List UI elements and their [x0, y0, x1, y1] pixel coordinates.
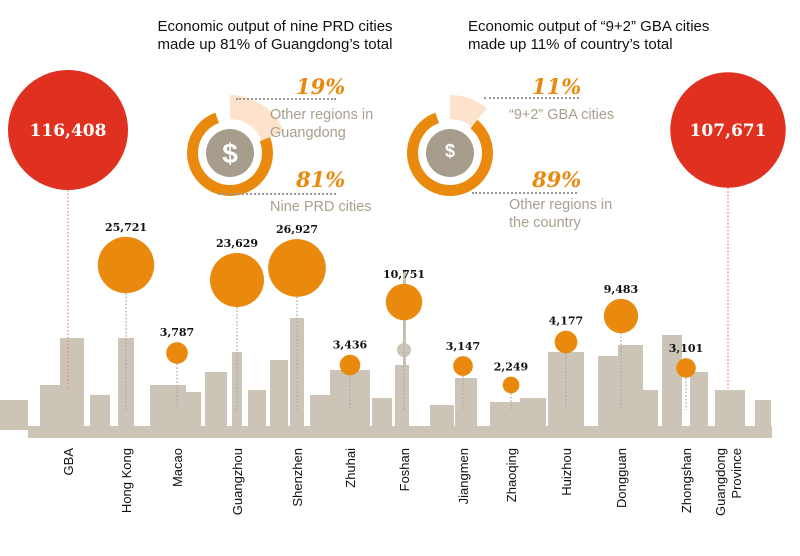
value-label: 3,101	[669, 342, 703, 355]
city-label: Zhongshan	[679, 448, 694, 513]
right-top-pct: 11%	[532, 74, 582, 99]
value-label: 116,408	[30, 121, 107, 141]
building	[520, 398, 546, 430]
city-label: Guangzhou	[230, 448, 245, 515]
building	[618, 345, 643, 430]
city-label: Macao	[170, 448, 185, 487]
city-label: Province	[729, 448, 744, 499]
city-label: Guangdong	[713, 448, 728, 516]
building	[0, 400, 28, 430]
building	[640, 390, 658, 430]
value-label: 4,177	[549, 315, 583, 328]
hands-dollar-icon	[426, 129, 474, 177]
bubble-guangdong-province	[670, 72, 786, 188]
building	[118, 338, 134, 430]
building	[40, 385, 62, 430]
dotted-line	[472, 192, 577, 194]
value-label: 10,751	[383, 268, 425, 281]
city-label: Hong Kong	[119, 448, 134, 513]
value-label: 9,483	[604, 283, 638, 296]
bubble-gba	[8, 70, 128, 190]
bubble-macao	[166, 342, 188, 364]
city-label: Shenzhen	[290, 448, 305, 507]
city-label: Zhuhai	[343, 448, 358, 488]
bubble-hong-kong	[97, 236, 155, 294]
right-bottom-label: Other regions in the country	[509, 197, 613, 231]
left-top-pct: 19%	[296, 74, 346, 99]
bubble-dongguan	[603, 298, 639, 334]
value-label: 3,436	[333, 339, 368, 352]
bubble-zhaoqing	[502, 376, 520, 394]
right-bottom-pct: 89%	[532, 167, 582, 192]
building	[60, 338, 84, 430]
building	[175, 392, 201, 430]
building	[548, 352, 584, 430]
bubble-foshan	[385, 283, 423, 321]
value-label: 25,721	[105, 221, 147, 234]
city-label: Foshan	[397, 448, 412, 491]
bubble-jiangmen	[453, 356, 473, 376]
city-label: Huizhou	[559, 448, 574, 496]
building	[755, 400, 771, 430]
building	[715, 390, 745, 430]
left-bottom-label: Nine PRD cities	[270, 199, 372, 215]
building	[205, 372, 227, 430]
donut-minor-segment	[450, 95, 487, 127]
left-title: Economic output of nine PRD cities made …	[157, 18, 393, 53]
left-top-label: Other regions in Guangdong	[270, 107, 374, 141]
bubble-zhuhai	[339, 354, 361, 376]
building	[90, 395, 110, 430]
building	[270, 360, 288, 430]
dollar-sign: $	[445, 141, 455, 161]
building	[232, 352, 242, 430]
value-label: 2,249	[494, 361, 528, 374]
right-title: Economic output of “9+2” GBA cities made…	[468, 18, 710, 53]
building	[455, 378, 477, 430]
building	[372, 398, 392, 430]
city-label: Zhaoqing	[504, 448, 519, 502]
tv-tower-ball	[397, 343, 411, 357]
value-label: 23,629	[216, 237, 258, 250]
building	[248, 390, 266, 430]
city-label: Dongguan	[614, 448, 629, 508]
value-label: 107,671	[690, 121, 767, 141]
bubble-shenzhen	[268, 239, 326, 297]
bubble-huizhou	[554, 330, 578, 354]
dotted-line	[218, 193, 336, 195]
dollar-up-arrow-icon	[206, 129, 254, 177]
city-label: GBA	[61, 448, 76, 476]
right-top-label: “9+2” GBA cities	[509, 107, 615, 123]
donut-minor-segment	[230, 95, 284, 141]
building	[598, 356, 618, 430]
bubble-guangzhou	[209, 252, 265, 308]
building	[430, 405, 454, 430]
left-bottom-pct: 81%	[296, 167, 346, 192]
dotted-line	[484, 97, 579, 99]
value-label: 3,787	[160, 326, 194, 339]
dotted-line	[236, 98, 336, 100]
building	[310, 395, 330, 430]
dollar-sign: $	[222, 138, 238, 169]
value-label: 26,927	[276, 223, 318, 236]
building	[690, 372, 708, 430]
city-label: Jiangmen	[456, 448, 471, 504]
building	[662, 335, 682, 430]
building	[395, 365, 409, 430]
bubble-zhongshan	[676, 358, 696, 378]
value-label: 3,147	[446, 340, 480, 353]
